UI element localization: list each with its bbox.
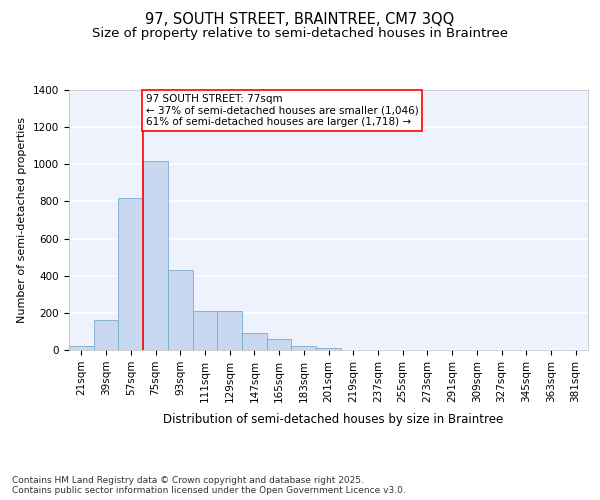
Bar: [242, 334, 267, 350]
Bar: [94, 320, 118, 350]
Text: 97 SOUTH STREET: 77sqm
← 37% of semi-detached houses are smaller (1,046)
61% of : 97 SOUTH STREET: 77sqm ← 37% of semi-det…: [146, 94, 418, 127]
Text: Size of property relative to semi-detached houses in Braintree: Size of property relative to semi-detach…: [92, 28, 508, 40]
Bar: [118, 198, 143, 350]
Y-axis label: Number of semi-detached properties: Number of semi-detached properties: [17, 117, 28, 323]
Bar: [267, 339, 292, 350]
Bar: [69, 346, 94, 350]
Text: Distribution of semi-detached houses by size in Braintree: Distribution of semi-detached houses by …: [163, 412, 503, 426]
Bar: [217, 311, 242, 350]
Bar: [316, 348, 341, 350]
Bar: [193, 311, 217, 350]
Bar: [143, 160, 168, 350]
Text: Contains HM Land Registry data © Crown copyright and database right 2025.
Contai: Contains HM Land Registry data © Crown c…: [12, 476, 406, 495]
Bar: [292, 346, 316, 350]
Text: 97, SOUTH STREET, BRAINTREE, CM7 3QQ: 97, SOUTH STREET, BRAINTREE, CM7 3QQ: [145, 12, 455, 28]
Bar: [168, 270, 193, 350]
